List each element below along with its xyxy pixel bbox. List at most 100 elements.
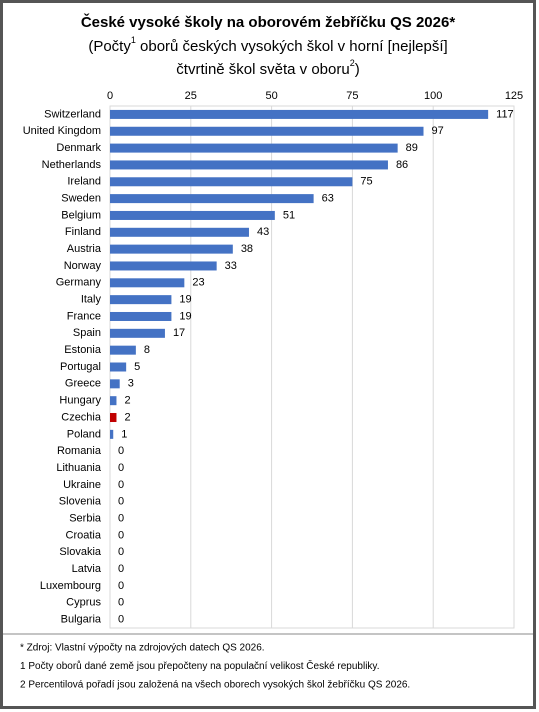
value-label: 19 [179, 310, 191, 322]
y-tick-label: Spain [73, 327, 101, 339]
y-tick-label: Greece [65, 378, 101, 390]
y-tick-label: Czechia [61, 411, 102, 423]
y-tick-label: France [67, 310, 101, 322]
value-label: 33 [225, 260, 237, 272]
value-label: 2 [124, 395, 130, 407]
y-tick-label: Slovakia [59, 546, 101, 558]
value-label: 8 [144, 344, 150, 356]
value-label: 1 [121, 428, 127, 440]
y-tick-label: Serbia [69, 512, 102, 524]
chart-subtitle: (Počty1 oborů českých vysokých škol v ho… [88, 35, 447, 55]
value-label: 117 [496, 108, 514, 120]
x-tick-label: 100 [424, 90, 442, 102]
value-label: 3 [128, 378, 134, 390]
bar [110, 328, 165, 338]
subtitle-text: oborů českých vysokých škol v horní [nej… [136, 38, 448, 55]
y-tick-label: Hungary [59, 395, 101, 407]
bar [110, 126, 424, 136]
bar [110, 143, 398, 153]
bar [110, 261, 217, 271]
x-tick-label: 0 [107, 90, 113, 102]
value-label: 86 [396, 159, 408, 171]
value-label: 2 [124, 411, 130, 423]
y-tick-label: Portugal [60, 361, 101, 373]
footnote: * Zdroj: Vlastní výpočty na zdrojových d… [20, 643, 265, 654]
value-label: 0 [118, 563, 124, 575]
y-tick-label: Italy [81, 294, 102, 306]
value-label: 0 [118, 496, 124, 508]
subtitle-text: (Počty [88, 38, 131, 55]
bar [110, 295, 172, 305]
y-tick-label: Germany [56, 277, 102, 289]
chart-title: České vysoké školy na oborovém žebříčku … [81, 13, 456, 31]
y-tick-label: Bulgaria [61, 613, 102, 625]
x-tick-label: 25 [185, 90, 197, 102]
value-label: 23 [192, 277, 204, 289]
value-label: 19 [179, 294, 191, 306]
y-tick-label: Romania [57, 445, 102, 457]
y-tick-label: Austria [67, 243, 102, 255]
bar [110, 278, 185, 288]
value-label: 38 [241, 243, 253, 255]
y-tick-label: Netherlands [42, 159, 102, 171]
bar [110, 311, 172, 321]
y-tick-label: Ukraine [63, 479, 101, 491]
x-tick-label: 125 [505, 90, 523, 102]
bar [110, 413, 117, 423]
value-label: 0 [118, 479, 124, 491]
chart-subtitle: čtvrtině škol světa v oboru2) [176, 58, 359, 78]
value-label: 5 [134, 361, 140, 373]
footnote: 1 Počty oborů dané země jsou přepočteny … [20, 659, 379, 672]
bar [110, 244, 233, 254]
y-tick-label: Slovenia [59, 496, 102, 508]
value-label: 0 [118, 512, 124, 524]
value-label: 0 [118, 613, 124, 625]
subtitle-text: čtvrtině škol světa v oboru [176, 61, 349, 78]
value-label: 0 [118, 546, 124, 558]
x-tick-label: 75 [346, 90, 358, 102]
value-label: 0 [118, 462, 124, 474]
bar [110, 194, 314, 204]
y-tick-label: Finland [65, 226, 101, 238]
y-tick-label: Switzerland [44, 108, 101, 120]
bar [110, 345, 136, 355]
value-label: 75 [360, 176, 372, 188]
bar [110, 429, 114, 439]
bar [110, 379, 120, 389]
value-label: 0 [118, 597, 124, 609]
bar [110, 177, 353, 187]
y-tick-label: United Kingdom [23, 125, 101, 137]
y-tick-label: Luxembourg [40, 580, 101, 592]
bar [110, 109, 489, 119]
value-label: 0 [118, 580, 124, 592]
y-tick-label: Ireland [67, 176, 101, 188]
value-label: 51 [283, 209, 295, 221]
subtitle-text: ) [355, 61, 360, 78]
value-label: 97 [432, 125, 444, 137]
value-label: 63 [322, 193, 334, 205]
y-tick-label: Poland [67, 428, 101, 440]
bar [110, 362, 127, 372]
bar [110, 227, 249, 237]
bar [110, 160, 388, 170]
y-tick-label: Lithuania [56, 462, 102, 474]
y-tick-label: Denmark [56, 142, 101, 154]
value-label: 89 [406, 142, 418, 154]
x-tick-label: 50 [265, 90, 277, 102]
y-tick-label: Cyprus [66, 597, 101, 609]
bar [110, 396, 117, 406]
value-label: 0 [118, 529, 124, 541]
bar [110, 210, 275, 220]
footnote: 2 Percentilová pořadí jsou založená na v… [20, 680, 410, 691]
subtitle-superscript: 2 [350, 58, 355, 68]
value-label: 0 [118, 445, 124, 457]
y-tick-label: Latvia [72, 563, 102, 575]
y-tick-label: Belgium [61, 209, 101, 221]
subtitle-superscript: 1 [131, 35, 136, 45]
y-tick-label: Norway [64, 260, 102, 272]
y-tick-label: Estonia [64, 344, 102, 356]
value-label: 17 [173, 327, 185, 339]
